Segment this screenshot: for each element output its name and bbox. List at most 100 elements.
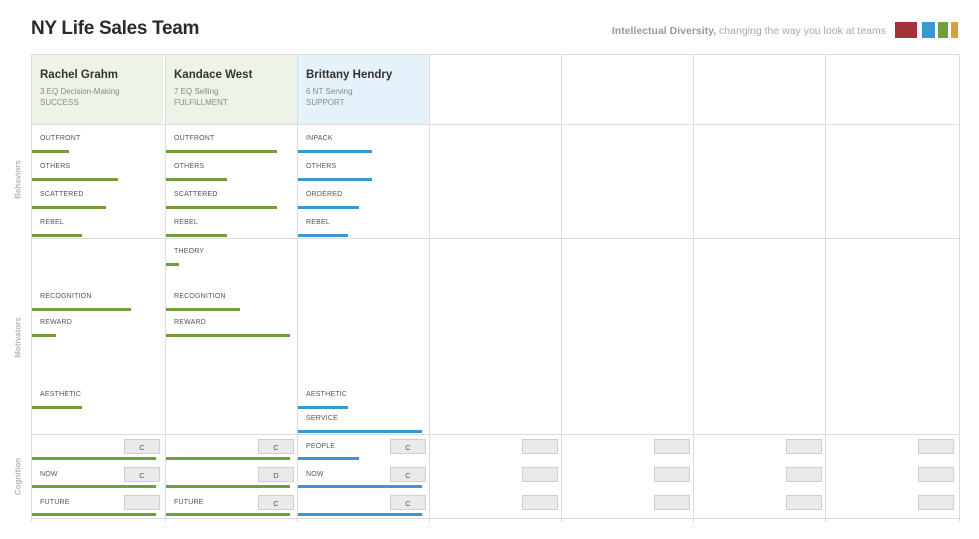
member-header[interactable]: Rachel Grahm 3 EQ Decision-Making SUCCESS [32, 54, 163, 124]
cognition-box[interactable] [124, 495, 160, 510]
behavior-bar [32, 178, 118, 181]
swatch-blue [922, 22, 935, 38]
cognition-label: NOW [306, 471, 324, 478]
behavior-label: OTHERS [40, 163, 71, 170]
behavior-bar [298, 150, 372, 153]
behavior-bar [298, 234, 348, 237]
behavior-bar [166, 150, 277, 153]
cognition-box[interactable]: C [390, 467, 426, 482]
cognition-box-empty[interactable] [918, 439, 954, 454]
cognition-bar [298, 457, 359, 460]
cognition-box[interactable]: C [390, 495, 426, 510]
behavior-bar [166, 234, 227, 237]
grid-divider-vertical [31, 54, 32, 522]
motivator-label: THEORY [174, 248, 205, 255]
cognition-box-empty[interactable] [522, 495, 558, 510]
motivator-label: RECOGNITION [174, 293, 226, 300]
grid-divider-vertical [693, 54, 694, 522]
page-title: NY Life Sales Team [31, 18, 200, 39]
cognition-label: PEOPLE [306, 443, 336, 450]
behavior-bar [166, 178, 227, 181]
grid-divider-vertical [561, 54, 562, 522]
behavior-label: SCATTERED [40, 191, 84, 198]
cognition-label: NOW [40, 471, 58, 478]
tagline: Intellectual Diversity, changing the way… [612, 25, 886, 37]
cognition-box-empty[interactable] [918, 495, 954, 510]
cognition-box-empty[interactable] [522, 439, 558, 454]
cognition-box-empty[interactable] [654, 495, 690, 510]
behavior-bar [298, 178, 372, 181]
member-type: 3 EQ Decision-Making [40, 87, 120, 96]
motivator-label: REWARD [174, 319, 207, 326]
cognition-bar [32, 457, 156, 460]
cognition-bar [298, 485, 422, 488]
member-name: Rachel Grahm [40, 69, 118, 81]
grid-divider-horizontal [31, 434, 960, 435]
member-header[interactable]: Brittany Hendry 6 NT Serving SUPPORT [298, 54, 429, 124]
motivator-bar [298, 430, 422, 433]
motivator-bar [298, 406, 348, 409]
cognition-bar [166, 457, 290, 460]
behavior-label: REBEL [40, 219, 64, 226]
cognition-box[interactable]: C [390, 439, 426, 454]
cognition-box-empty[interactable] [522, 467, 558, 482]
cognition-box[interactable]: C [124, 467, 160, 482]
behavior-label: REBEL [174, 219, 198, 226]
motivator-bar [32, 406, 82, 409]
swatch-red [895, 22, 917, 38]
motivator-label: REWARD [40, 319, 73, 326]
member-focus: SUPPORT [306, 97, 345, 107]
member-type: 7 EQ Selling [174, 87, 219, 96]
motivator-label: SERVICE [306, 415, 339, 422]
cognition-box[interactable]: C [258, 439, 294, 454]
motivator-label: AESTHETIC [306, 391, 348, 398]
cognition-box-empty[interactable] [786, 439, 822, 454]
member-subtitle: 3 EQ Decision-Making SUCCESS [40, 87, 120, 108]
behavior-bar [166, 206, 277, 209]
behavior-label: SCATTERED [174, 191, 218, 198]
cognition-box-empty[interactable] [654, 467, 690, 482]
behavior-label: ORDERED [306, 191, 343, 198]
cognition-box-empty[interactable] [654, 439, 690, 454]
member-subtitle: 7 EQ Selling FULFILLMENT [174, 87, 228, 108]
grid-divider-vertical [297, 54, 298, 522]
cognition-box-empty[interactable] [918, 467, 954, 482]
member-name: Kandace West [174, 69, 253, 81]
cognition-bar [298, 513, 422, 516]
cognition-box[interactable]: C [124, 439, 160, 454]
grid-divider-vertical [429, 54, 430, 522]
grid-divider-horizontal [31, 518, 960, 519]
cognition-box[interactable]: C [258, 495, 294, 510]
member-focus: FULFILLMENT [174, 97, 228, 107]
member-header[interactable]: Kandace West 7 EQ Selling FULFILLMENT [166, 54, 297, 124]
member-name: Brittany Hendry [306, 69, 393, 81]
member-type: 6 NT Serving [306, 87, 353, 96]
cognition-box-empty[interactable] [786, 495, 822, 510]
behavior-label: REBEL [306, 219, 330, 226]
tagline-rest: changing the way you look at teams [716, 25, 886, 37]
motivator-bar [166, 263, 179, 266]
grid-divider-vertical [825, 54, 826, 522]
tagline-strong: Intellectual Diversity, [611, 25, 717, 37]
member-focus: SUCCESS [40, 97, 79, 107]
motivator-bar [166, 334, 290, 337]
grid-divider-horizontal [31, 124, 960, 125]
behavior-label: OTHERS [306, 163, 337, 170]
behavior-bar [32, 150, 69, 153]
cognition-bar [166, 485, 290, 488]
behavior-bar [298, 206, 359, 209]
cognition-box-empty[interactable] [786, 467, 822, 482]
behavior-bar [32, 206, 106, 209]
cognition-bar [166, 513, 290, 516]
behavior-label: OUTFRONT [174, 135, 215, 142]
section-label-behaviors: Behaviors [13, 160, 23, 199]
cognition-label: FUTURE [174, 499, 204, 506]
behavior-label: OTHERS [174, 163, 205, 170]
motivator-bar [32, 334, 56, 337]
swatch-green [938, 22, 948, 38]
section-label-motivators: Motivators [13, 317, 23, 358]
cognition-bar [32, 485, 156, 488]
motivator-bar [166, 308, 240, 311]
behavior-label: OUTFRONT [40, 135, 81, 142]
cognition-box[interactable]: D [258, 467, 294, 482]
